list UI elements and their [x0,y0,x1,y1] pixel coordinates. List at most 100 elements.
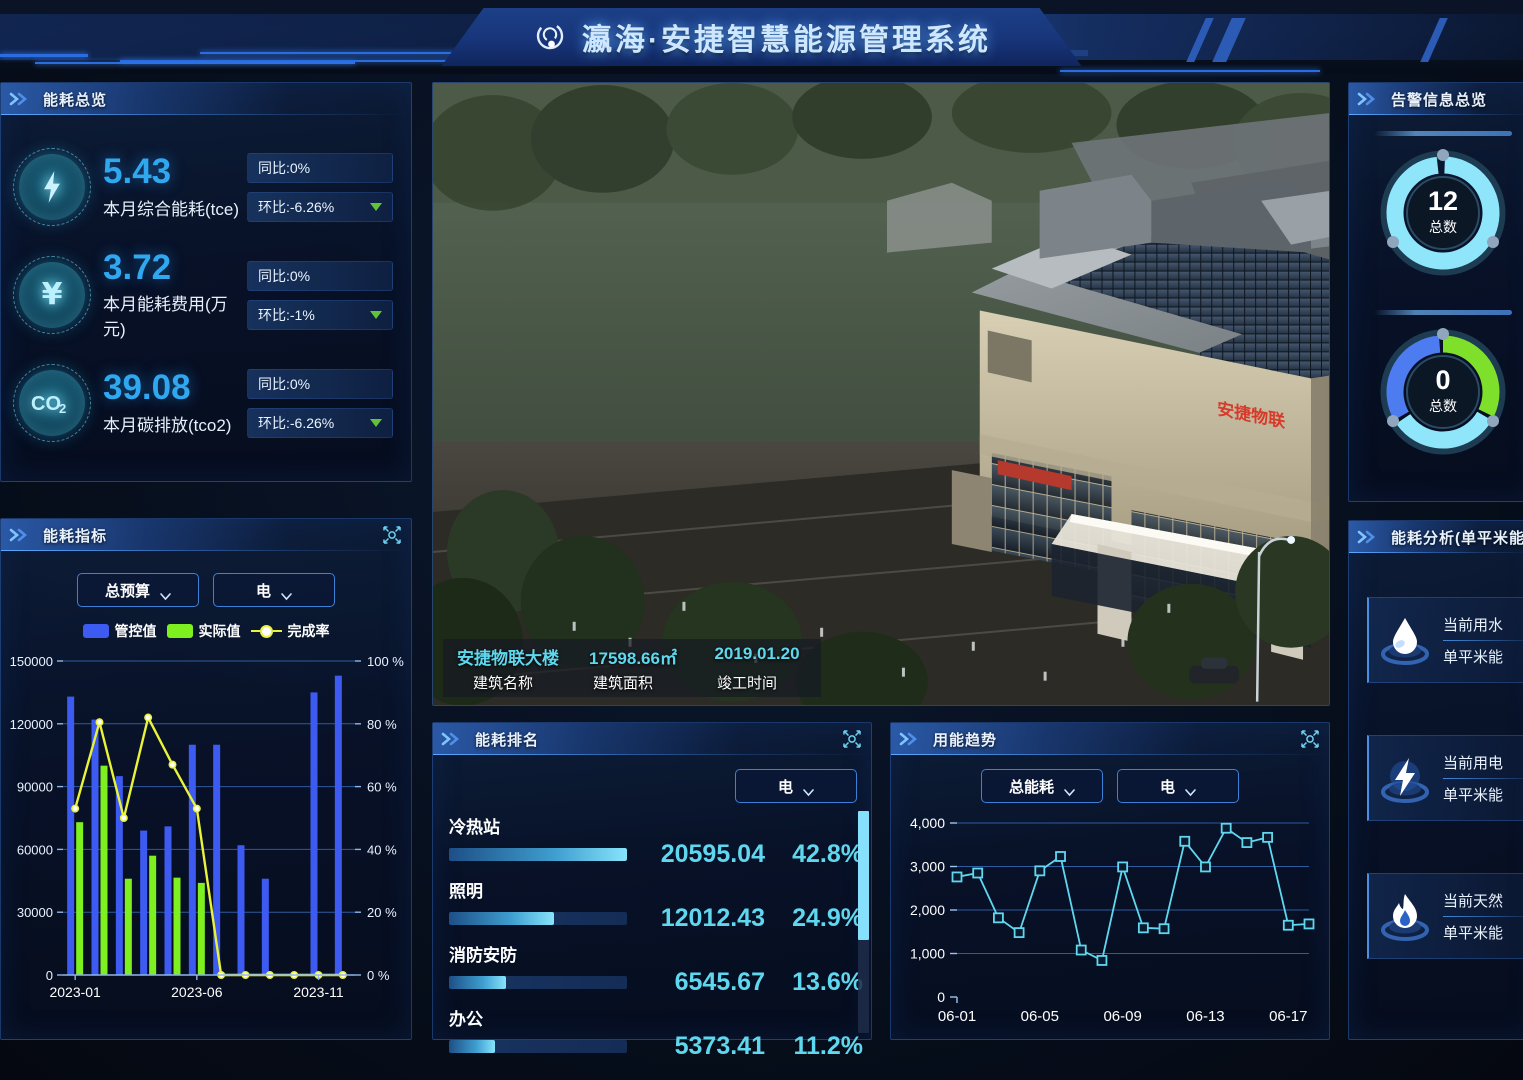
analysis-line-1: 当前用水 [1443,616,1504,634]
app-header: 瀛海·安捷智慧能源管理系统 [0,0,1523,74]
legend-line-marker [250,624,282,638]
panel-header-rank: 能耗排名 [433,723,871,755]
gauge-divider [1374,310,1512,315]
budget-select[interactable]: 总预算 [77,573,199,607]
rank-scrollbar-thumb[interactable] [858,811,869,940]
svg-text:06-17: 06-17 [1269,1008,1307,1025]
svg-text:06-13: 06-13 [1186,1008,1224,1025]
rank-item-percent: 24.9% [792,904,863,932]
yuan-currency-icon: ¥ [13,256,91,334]
metric-tags-carbon: 同比:0% 环比:-6.26% [247,368,393,438]
panel-title-analysis: 能耗分析(单平米能 [1391,529,1523,547]
trend-energy-select[interactable]: 电 [1117,769,1239,803]
svg-text:4,000: 4,000 [910,815,945,831]
svg-text:90000: 90000 [17,780,53,795]
svg-text:60000: 60000 [17,842,53,857]
panel-title-rank: 能耗排名 [475,731,540,749]
flame-gas-icon [1373,884,1437,948]
building-info-labels: 建筑名称 建筑面积 竣工时间 [457,672,807,693]
svg-text:1,000: 1,000 [910,946,945,962]
double-chevron-icon [1357,530,1383,544]
analysis-item-text: 当前天然 单平米能 [1443,890,1523,943]
panel-header-analysis: 能耗分析(单平米能 [1349,521,1523,553]
legend-item-actual: 实际值 [166,621,241,641]
rank-row[interactable]: 照明 12012.43 24.9% [449,877,863,933]
header-title-plate: 瀛海·安捷智慧能源管理系统 [441,8,1082,66]
completion-date-label: 竣工时间 [716,674,777,692]
trend-type-select[interactable]: 总能耗 [981,769,1103,803]
lightning-bolt-icon [13,148,91,226]
panel-header-indicator: 能耗指标 [1,519,411,551]
legend-item-rate: 完成率 [250,621,330,641]
analysis-item-electricity[interactable]: 当前用电 单平米能 [1367,735,1523,821]
expand-icon[interactable] [383,526,401,544]
trend-type-select-value: 总能耗 [1008,778,1054,796]
svg-text:2,000: 2,000 [910,902,945,918]
rank-item-value: 5373.41 [674,1032,765,1060]
mom-text: 环比:-6.26% [258,198,335,215]
rank-energy-select-value: 电 [777,778,793,796]
app-title: 瀛海·安捷智慧能源管理系统 [582,24,991,57]
metric-row-carbon: CO 2 39.08 本月碳排放(tco2) 同比:0% 环比:-6.26% [13,349,399,457]
double-chevron-icon [9,92,35,106]
chevron-down-icon [1185,783,1196,796]
panel-title-overview: 能耗总览 [43,91,108,109]
rank-row[interactable]: 消防安防 6545.67 13.6% [449,941,863,997]
panel-header-alarm: 告警信息总览 [1349,83,1523,115]
rank-row[interactable]: 办公 5373.41 11.2% [449,1005,863,1061]
analysis-item-gas[interactable]: 当前天然 单平米能 [1367,873,1523,959]
mom-badge: 环比:-1% [247,299,393,330]
rank-item-value: 6545.67 [674,968,765,996]
indicator-chart: 0 0 % 30000 20 % 60000 40 % 90000 60 % 120000 80 … [7,651,405,1021]
panel-header-trend: 用能趋势 [891,723,1329,755]
trend-down-icon [370,310,382,319]
legend-swatch [166,624,193,638]
analysis-item-water[interactable]: 当前用水 单平米能 [1367,597,1523,683]
rank-energy-select[interactable]: 电 [735,769,857,803]
rank-item-value: 12012.43 [660,904,765,932]
svg-text:0: 0 [46,968,53,983]
rank-item-line: 5373.41 11.2% [449,1032,863,1061]
expand-icon[interactable] [843,730,861,748]
alarm-gauge-secondary[interactable]: 0 总数 [1368,317,1518,467]
alarm-gauges: 12 总数 0 总数 [1349,115,1523,467]
building-info-values: 安捷物联大楼 17598.66㎡ 2019.01.20 [457,644,807,669]
building-area-value: 17598.66㎡ [589,648,677,668]
mom-text: 环比:-1% [258,306,315,323]
svg-text:06-09: 06-09 [1103,1008,1141,1025]
yoy-text: 同比:0% [258,267,311,284]
panel-title-alarm: 告警信息总览 [1391,91,1488,109]
energy-analysis-panel: 能耗分析(单平米能 当前用水 单平米能 [1348,520,1523,1040]
svg-text:20 %: 20 % [367,905,397,920]
rank-item-percent: 11.2% [793,1032,863,1060]
rank-item-percent: 42.8% [792,840,863,868]
expand-icon[interactable] [1301,730,1319,748]
analysis-line-2: 单平米能 [1443,924,1504,942]
trend-chart: 0 1,000 2,000 3,000 4,000 06-01 06-05 06-09 06-1… [895,809,1325,1044]
svg-text:0: 0 [937,989,945,1005]
rank-item-name: 办公 [449,1010,483,1029]
svg-text:100 %: 100 % [367,654,404,669]
alarm-gauge-total[interactable]: 12 总数 [1368,138,1518,288]
metric-label: 本月综合能耗(tce) [103,199,239,219]
rank-row[interactable]: 冷热站 20595.04 42.8% [449,813,863,869]
analysis-line-1: 当前用电 [1443,754,1504,772]
rank-scrollbar[interactable] [858,811,869,1033]
energy-type-select[interactable]: 电 [213,573,335,607]
panel-title-trend: 用能趋势 [933,731,998,749]
metric-value: 39.08 [103,368,191,408]
yuan-glyph: ¥ [41,277,63,312]
metric-text-carbon: 39.08 本月碳排放(tco2) [103,368,247,436]
trend-down-icon [370,418,382,427]
svg-text:3,000: 3,000 [910,859,945,875]
rank-item-value: 20595.04 [660,840,765,868]
building-area-label: 建筑面积 [592,674,653,692]
energy-ranking-panel: 能耗排名 电 冷热站 [432,722,872,1060]
metric-value: 3.72 [103,247,172,287]
mom-badge: 环比:-6.26% [247,407,393,438]
building-hero-image: 安捷物联 [432,82,1330,706]
metric-tags-cost: 同比:0% 环比:-1% [247,260,393,330]
svg-text:CO: CO [31,393,61,415]
rank-progress-bar [449,848,627,861]
gauge-label: 总数 [1429,219,1457,235]
